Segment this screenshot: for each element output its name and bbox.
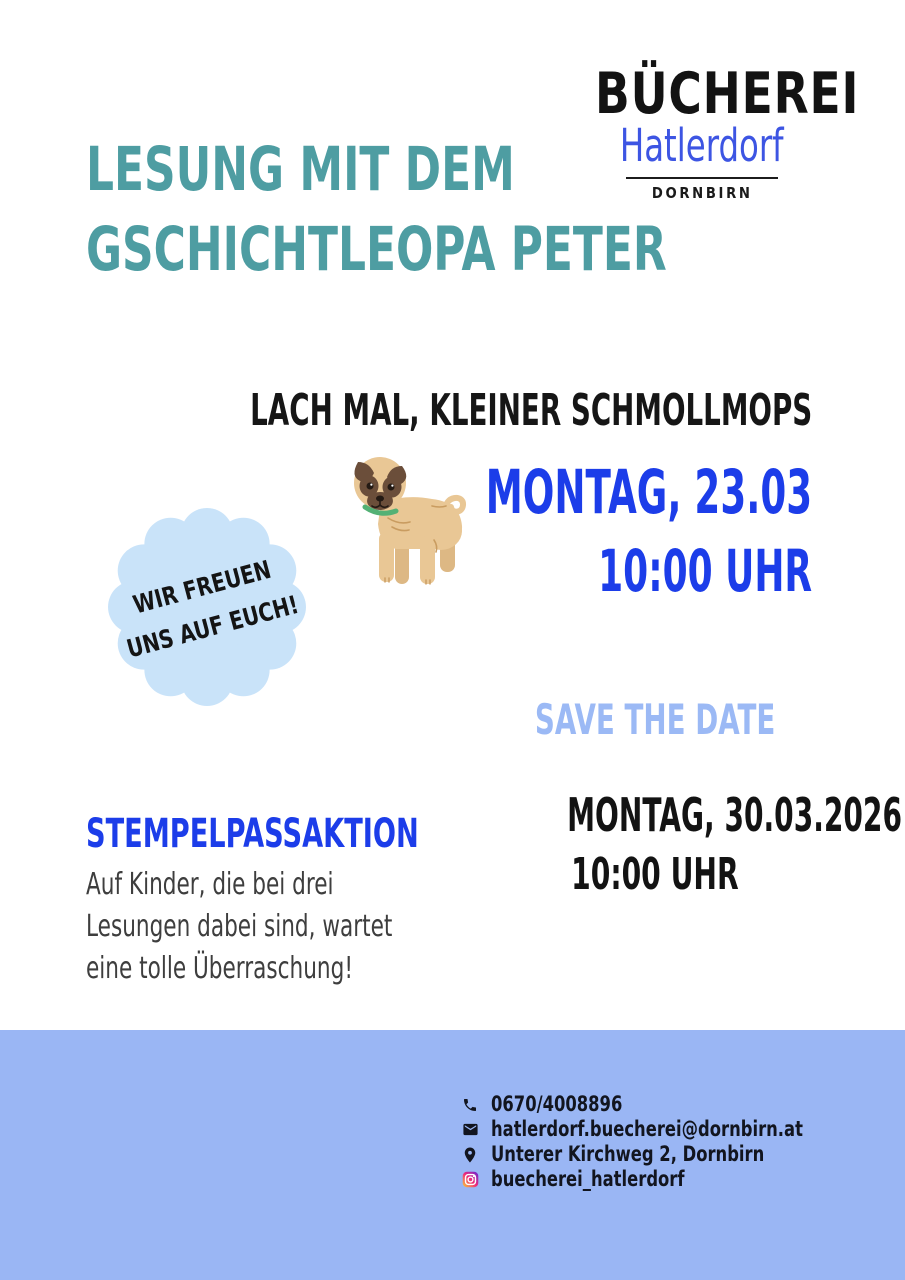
- email-icon: [460, 1120, 480, 1140]
- save-the-date-heading: SAVE THE DATE: [534, 695, 776, 744]
- pug-dog-illustration: [354, 457, 466, 585]
- email-address: hatlerdorf.buecherei@dornbirn.at: [491, 1117, 803, 1141]
- page-title: LESUNG MIT DEM GSCHICHTLEOPA PETER: [86, 130, 893, 290]
- event-time: 10:00 UHR: [598, 537, 812, 605]
- location-pin-icon: [460, 1145, 480, 1165]
- second-event-date-line: MONTAG, 30.03.2026: [567, 788, 902, 842]
- contact-block: 0670/4008896 hatlerdorf.buecherei@dornbi…: [460, 1094, 891, 1194]
- stempelpass-line2: Lesungen dabei sind, wartet: [86, 909, 393, 944]
- instagram-icon: [460, 1170, 480, 1190]
- stempelpass-line1: Auf Kinder, die bei drei: [86, 867, 334, 902]
- logo-divider: [626, 177, 778, 179]
- badge-scallop-shape: [108, 508, 306, 706]
- phone-number: 0670/4008896: [491, 1092, 623, 1116]
- logo-subtitle: Hatlerdorf: [620, 119, 784, 172]
- contact-row-address: Unterer Kirchweg 2, Dornbirn: [460, 1144, 891, 1165]
- page-title-line2: GSCHICHTLEOPA PETER: [86, 214, 667, 285]
- contact-row-phone: 0670/4008896: [460, 1094, 891, 1115]
- street-address: Unterer Kirchweg 2, Dornbirn: [491, 1142, 765, 1166]
- stempelpass-section: STEMPELPASSAKTION Auf Kinder, die bei dr…: [86, 810, 575, 990]
- badge: WIR FREUEN UNS AUF EUCH!: [106, 506, 308, 708]
- save-the-date: SAVE THE DATE: [460, 697, 850, 743]
- phone-icon: [460, 1095, 480, 1115]
- contact-row-email: hatlerdorf.buecherei@dornbirn.at: [460, 1119, 891, 1140]
- event-block: LACH MAL, KLEINER SCHMOLLMOPS MONTAG, 23…: [0, 385, 812, 605]
- book-title: LACH MAL, KLEINER SCHMOLLMOPS: [249, 385, 812, 436]
- stempelpass-heading: STEMPELPASSAKTION: [86, 811, 419, 857]
- logo-city: DORNBIRN: [651, 184, 753, 202]
- stempelpass-body: Auf Kinder, die bei drei Lesungen dabei …: [86, 864, 575, 990]
- stempelpass-line3: eine tolle Überraschung!: [86, 951, 353, 986]
- instagram-handle: buecherei_hatlerdorf: [491, 1167, 685, 1191]
- event-date: MONTAG, 23.03: [485, 457, 812, 528]
- logo-title: BÜCHEREI: [595, 61, 860, 127]
- second-event-date: MONTAG, 30.03.2026 10:00 UHR: [460, 788, 902, 900]
- page-title-line1: LESUNG MIT DEM: [86, 134, 515, 205]
- second-event-time-line: 10:00 UHR: [571, 849, 739, 900]
- footer: 0670/4008896 hatlerdorf.buecherei@dornbi…: [0, 1030, 905, 1280]
- library-logo: BÜCHEREI Hatlerdorf DORNBIRN: [562, 61, 860, 202]
- contact-row-instagram: buecherei_hatlerdorf: [460, 1169, 891, 1190]
